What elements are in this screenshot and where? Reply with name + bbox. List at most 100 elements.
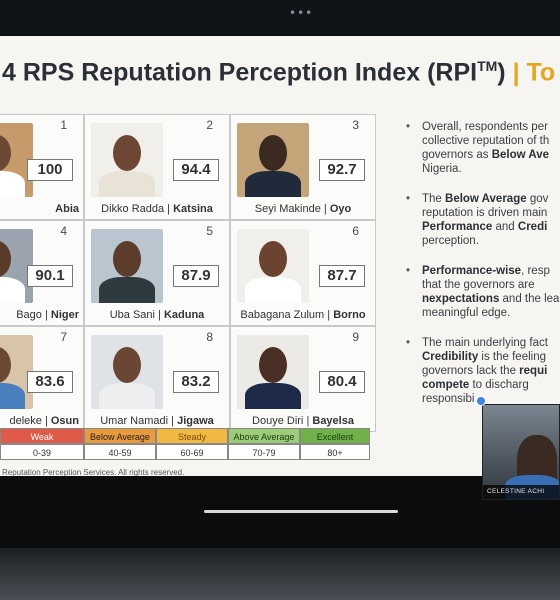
governor-card: 3 92.7 Seyi Makinde | Oyo — [230, 114, 376, 220]
finding-bullet: Performance-wise, resp that the governor… — [400, 264, 560, 320]
name-separator: | — [41, 309, 51, 321]
slide-title-trademark: TM — [477, 58, 498, 74]
governor-rpi-score: 87.7 — [319, 265, 365, 287]
legend-score-range: 40-59 — [84, 444, 156, 460]
governor-state: Katsina — [173, 203, 213, 215]
name-separator: | — [320, 203, 330, 215]
governor-name-state: Seyi Makinde | Oyo — [231, 203, 375, 215]
legend-category-label: Above Average — [228, 428, 300, 444]
governor-name: Seyi Makinde — [254, 203, 321, 215]
governor-photo — [237, 229, 309, 303]
governor-rank: 2 — [206, 118, 213, 132]
governor-photo — [0, 335, 33, 409]
governor-card: 2 94.4 Dikko Radda | Katsina — [84, 114, 230, 220]
governor-name-state: Bago | Niger — [0, 309, 83, 321]
bullet-emphasis: expectations — [429, 293, 500, 305]
bullet-text: Overall, respondents per collective repu… — [422, 121, 550, 161]
governor-card: 1 100 Abia — [0, 114, 84, 220]
slide-title: 4 RPS Reputation Perception Index (RPITM… — [2, 58, 555, 87]
photo-torso — [0, 383, 25, 409]
bullet-emphasis: Below Ave — [491, 149, 549, 161]
governor-rank: 6 — [352, 224, 359, 238]
slide-title-main: 4 RPS Reputation Perception Index (RPI — [2, 58, 478, 87]
governor-rpi-score: 90.1 — [27, 265, 73, 287]
desk-surface — [0, 548, 560, 600]
legend-score-range: 0-39 — [0, 444, 84, 460]
photo-torso — [0, 277, 25, 303]
governor-card: 7 83.6 deleke | Osun — [0, 326, 84, 432]
governor-state: Abia — [55, 203, 79, 215]
governor-photo — [237, 335, 309, 409]
governor-rank: 5 — [206, 224, 213, 238]
governor-name-state: Babagana Zulum | Borno — [231, 309, 375, 321]
bullet-emphasis: Performance — [422, 221, 493, 233]
photo-torso — [99, 277, 155, 303]
governor-rank: 7 — [60, 330, 67, 344]
legend-category-label: Steady — [156, 428, 228, 444]
bullet-text: The — [422, 193, 446, 205]
finding-bullet: The Below Average gov reputation is driv… — [400, 192, 560, 248]
governor-state: Osun — [50, 415, 79, 427]
governor-state: Niger — [50, 309, 79, 321]
governor-state: Oyo — [329, 203, 352, 215]
finding-bullet: Overall, respondents per collective repu… — [400, 120, 560, 176]
governor-name-state: deleke | Osun — [0, 415, 83, 427]
governor-name-state: Abia — [0, 203, 83, 215]
finding-bullet: The main underlying fact Credibility is … — [400, 336, 560, 406]
governor-name: Dikko Radda — [101, 203, 165, 215]
governor-rpi-score: 100 — [27, 159, 73, 181]
photo-torso — [245, 171, 301, 197]
governor-photo — [91, 123, 163, 197]
governor-rpi-score: 94.4 — [173, 159, 219, 181]
governor-photo — [237, 123, 309, 197]
governor-name: Babagana Zulum — [240, 309, 325, 321]
bullet-emphasis: requi — [519, 365, 548, 377]
photo-face — [259, 347, 287, 383]
photo-face — [0, 241, 11, 277]
legend-score-range: 80+ — [300, 444, 370, 460]
pointer-cursor-icon — [476, 396, 486, 406]
name-separator: | — [324, 309, 334, 321]
photo-face — [259, 135, 287, 171]
governor-name: Umar Namadi — [100, 415, 169, 427]
bullet-text: is the feeling governors lack the — [422, 351, 546, 377]
governor-card: 8 83.2 Umar Namadi | Jigawa — [84, 326, 230, 432]
governor-ranking-grid: 1 100 Abia 2 94.4 Dikko Radda | Katsina 3 92.7 S… — [0, 114, 378, 432]
participant-name-label: CELESTINE ACHI — [483, 485, 559, 499]
window-top-bar: ••• — [0, 0, 560, 34]
video-participant-tile[interactable]: CELESTINE ACHI — [482, 404, 560, 500]
photo-face — [113, 135, 141, 171]
window-menu-dots-icon[interactable]: ••• — [289, 6, 314, 20]
photo-face — [259, 241, 287, 277]
copyright-notice: Reputation Perception Services. All righ… — [2, 468, 185, 476]
governor-rank: 4 — [60, 224, 67, 238]
governor-state: Bayelsa — [312, 415, 354, 427]
governor-photo — [91, 335, 163, 409]
governor-state: Jigawa — [177, 415, 214, 427]
governor-name-state: Uba Sani | Kaduna — [85, 309, 229, 321]
slide-progress-bar[interactable] — [204, 510, 398, 513]
legend-category-label: Weak — [0, 428, 84, 444]
governor-rank: 3 — [352, 118, 359, 132]
legend-category-label: Below Average — [84, 428, 156, 444]
legend-category-label: Excellent — [300, 428, 370, 444]
name-separator: | — [41, 415, 51, 427]
governor-card: 4 90.1 Bago | Niger — [0, 220, 84, 326]
governor-name: Bago — [16, 309, 42, 321]
legend-score-range: 70-79 — [228, 444, 300, 460]
name-separator: | — [168, 415, 178, 427]
name-separator: | — [303, 415, 313, 427]
presentation-slide: 4 RPS Reputation Perception Index (RPITM… — [0, 36, 560, 476]
slide-title-close: ) — [497, 58, 506, 87]
photo-face — [0, 347, 11, 383]
photo-torso — [0, 171, 25, 197]
legend-score-range: 60-69 — [156, 444, 228, 460]
governor-name: Douye Diri — [252, 415, 304, 427]
bullet-text: perception. — [422, 235, 479, 247]
governor-state: Borno — [333, 309, 366, 321]
bullet-emphasis: Credi — [517, 221, 548, 233]
rating-legend: Weak 0-39 Below Average 40-59 Steady 60-69 Abo… — [0, 428, 372, 462]
governor-card: 6 87.7 Babagana Zulum | Borno — [230, 220, 376, 326]
governor-state: Kaduna — [163, 309, 205, 321]
photo-torso — [99, 383, 155, 409]
